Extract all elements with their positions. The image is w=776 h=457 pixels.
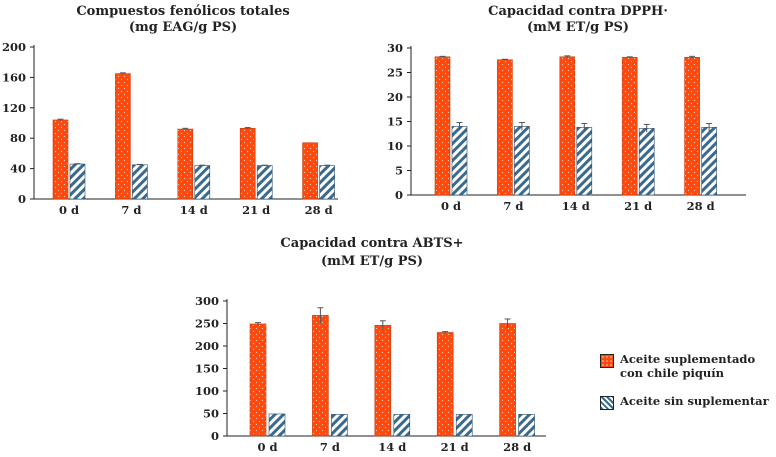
bar-plain — [701, 127, 717, 196]
chart-abts: Capacidad contra ABTS+ (mM ET/g PS) 0 50 100… — [195, 236, 546, 454]
chart-phenolics: Compuestos fenólicos totales(mg EAG/g PS… — [2, 4, 338, 217]
bar-supplemented — [559, 56, 576, 196]
chart-title-line: (mM ET/g PS) — [527, 20, 629, 35]
y-tick-label: 0 — [211, 429, 219, 443]
bar-plain — [194, 165, 211, 200]
bar-plain — [451, 126, 468, 196]
bar-plain — [638, 128, 655, 196]
chart-title-line: Capacidad contra DPPH· — [488, 4, 668, 19]
y-tick-label: 0 — [395, 188, 403, 202]
x-tick-label: 0 d — [59, 203, 79, 217]
legend-item-plain: Aceite sin suplementar — [600, 394, 776, 410]
bar-plain — [455, 414, 473, 437]
bar-plain — [514, 126, 530, 196]
y-tick-label: 200 — [195, 339, 219, 353]
legend-swatch-dotted — [600, 354, 614, 368]
legend-label-supplemented: Aceite suplementado con chile piquín — [620, 352, 755, 380]
y-tick-label: 15 — [387, 115, 403, 129]
bar-supplemented — [239, 128, 256, 200]
x-tick-label: 7 d — [503, 199, 523, 213]
bar-supplemented — [52, 119, 69, 200]
x-tick-label: 21 d — [242, 203, 270, 217]
y-tick-label: 25 — [387, 66, 403, 80]
chart-title-line: (mg EAG/g PS) — [129, 20, 237, 35]
legend-item-supplemented: Aceite suplementado con chile piquín — [600, 352, 776, 380]
bar-plain — [256, 165, 273, 200]
x-tick-label: 0 d — [441, 199, 461, 213]
y-tick-label: 120 — [2, 101, 26, 115]
bar-plain — [331, 414, 348, 437]
y-tick-label: 20 — [387, 90, 403, 104]
legend-label-line: con chile piquín — [620, 366, 724, 380]
chart-dpph: Capacidad contra DPPH·(mM ET/g PS) 0 5 10 15… — [387, 4, 746, 213]
x-tick-label: 14 d — [378, 440, 406, 454]
y-tick-label: 300 — [195, 294, 219, 308]
y-tick-label: 160 — [2, 70, 26, 84]
x-tick-label: 0 d — [257, 440, 277, 454]
legend-label-line: Aceite suplementado — [620, 352, 756, 366]
bar-supplemented — [499, 323, 516, 437]
x-tick-label: 28 d — [305, 203, 333, 217]
y-tick-label: 0 — [18, 192, 26, 206]
y-tick-label: 100 — [195, 384, 219, 398]
bar-supplemented — [497, 59, 513, 196]
y-tick-label: 250 — [195, 317, 219, 331]
bar-plain — [69, 163, 86, 200]
x-tick-label: 21 d — [441, 440, 469, 454]
x-tick-label: 21 d — [624, 199, 652, 213]
y-tick-label: 10 — [387, 139, 403, 153]
legend-label-plain: Aceite sin suplementar — [620, 394, 769, 408]
legend: Aceite suplementado con chile piquín Ace… — [600, 352, 776, 424]
y-tick-label: 80 — [10, 131, 26, 145]
bar-plain — [319, 165, 335, 200]
x-tick-label: 7 d — [121, 203, 141, 217]
y-tick-label: 50 — [203, 407, 219, 421]
bar-plain — [518, 414, 535, 437]
bar-supplemented — [436, 332, 454, 437]
chart-title-line: Compuestos fenólicos totales — [76, 4, 289, 19]
bar-supplemented — [434, 56, 451, 196]
bar-supplemented — [374, 324, 392, 437]
chart-title-line: Capacidad contra ABTS+ — [280, 236, 463, 251]
y-tick-label: 200 — [2, 40, 26, 54]
x-tick-label: 28 d — [503, 440, 531, 454]
bar-supplemented — [249, 323, 267, 437]
x-tick-label: 14 d — [562, 199, 590, 213]
y-tick-label: 150 — [195, 362, 219, 376]
bar-plain — [132, 164, 148, 200]
y-tick-label: 30 — [387, 41, 403, 55]
x-tick-label: 7 d — [320, 440, 340, 454]
legend-label-line: Aceite sin suplementar — [620, 394, 769, 408]
bar-supplemented — [684, 57, 700, 196]
bar-supplemented — [302, 142, 318, 200]
legend-swatch-hatched — [600, 396, 614, 410]
y-tick-label: 5 — [395, 164, 403, 178]
y-tick-label: 40 — [10, 162, 26, 176]
bar-supplemented — [312, 315, 329, 437]
bar-plain — [268, 413, 286, 437]
bar-supplemented — [115, 73, 131, 200]
bar-plain — [393, 414, 411, 437]
x-tick-label: 14 d — [180, 203, 208, 217]
bar-plain — [576, 127, 593, 196]
chart-title-line: (mM ET/g PS) — [321, 254, 423, 269]
bar-supplemented — [177, 128, 194, 200]
bar-supplemented — [621, 57, 638, 196]
x-tick-label: 28 d — [687, 199, 715, 213]
